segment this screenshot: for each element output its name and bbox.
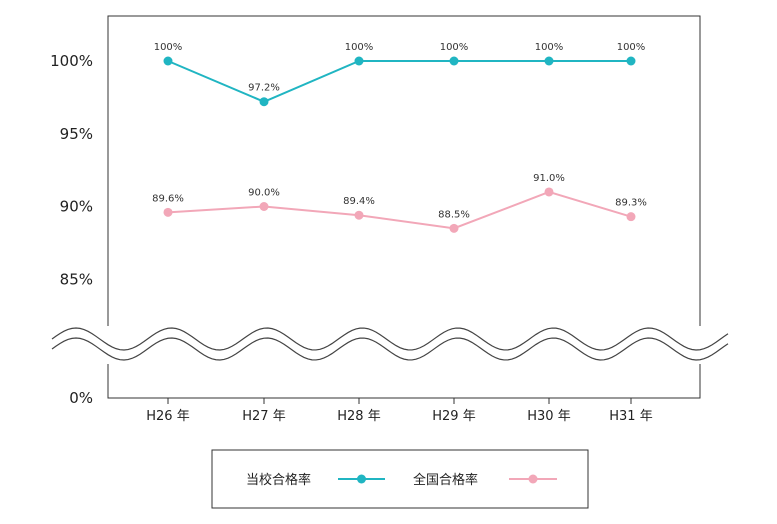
x-tick-label: H26 年 [146, 409, 189, 424]
axis-break-wave-lower [51, 337, 729, 361]
data-point [259, 202, 269, 211]
series-line-1 [167, 190, 632, 230]
data-label: 100% [617, 42, 646, 53]
data-label: 100% [440, 42, 469, 53]
data-point [163, 207, 173, 217]
series-line-0 [167, 60, 631, 103]
legend-swatch-marker [528, 474, 538, 484]
data-point [626, 212, 636, 222]
data-label: 90.0% [248, 188, 280, 199]
x-tick-label: H30 年 [527, 409, 570, 424]
y-tick-label: 0% [69, 389, 93, 407]
data-point [354, 210, 364, 220]
y-tick-label: 100% [50, 52, 93, 70]
data-label: 89.6% [152, 193, 184, 204]
data-label: 100% [154, 42, 183, 53]
data-point [544, 56, 554, 66]
data-label: 89.3% [615, 198, 647, 209]
data-point [259, 97, 269, 107]
data-point [354, 56, 364, 66]
plot-frame [107, 15, 701, 399]
data-label: 88.5% [438, 209, 470, 220]
x-tick-label: H29 年 [432, 409, 475, 424]
legend-swatch-marker [357, 474, 366, 484]
x-tick-label: H28 年 [337, 409, 380, 424]
data-point [449, 56, 459, 66]
data-label: 100% [535, 42, 564, 53]
data-label: 100% [345, 42, 374, 53]
y-tick-label: 90% [60, 198, 93, 216]
data-label: 97.2% [248, 83, 280, 94]
y-tick-label: 95% [60, 125, 93, 143]
data-point [626, 56, 636, 66]
legend-label: 全国合格率 [413, 472, 478, 488]
data-point [449, 223, 459, 233]
x-tick-label: H27 年 [242, 409, 285, 424]
data-point [163, 56, 173, 66]
x-tick-label: H31 年 [609, 409, 652, 424]
axis-break-mask [50, 326, 732, 364]
data-point [544, 187, 554, 197]
axis-break-wave-upper [51, 327, 729, 351]
y-tick-label: 85% [60, 270, 93, 288]
legend-label: 当校合格率 [246, 472, 311, 488]
data-label: 89.4% [343, 196, 375, 207]
data-label: 91.0% [533, 173, 565, 184]
